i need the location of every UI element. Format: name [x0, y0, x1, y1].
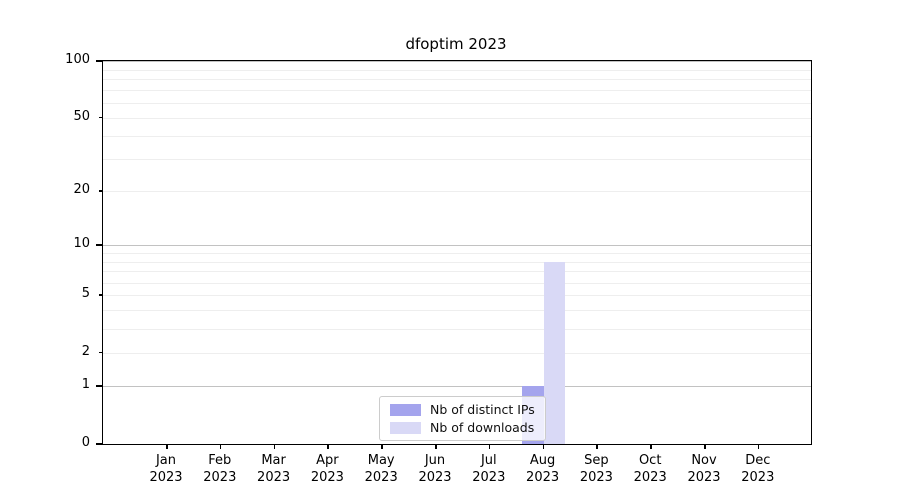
major-gridline	[103, 245, 811, 246]
bar-aug-downloads	[543, 261, 566, 444]
x-axis-tick	[273, 444, 276, 449]
y-tick-label: 2	[81, 343, 90, 359]
x-axis-tick	[757, 444, 760, 449]
major-gridline	[103, 386, 811, 388]
x-tick-label: Feb 2023	[203, 453, 237, 485]
minor-gridline	[103, 135, 811, 137]
y-tick-label: 0	[81, 435, 90, 450]
plot-area: Nb of distinct IPs Nb of downloads	[102, 60, 812, 445]
y-axis-tick	[98, 116, 102, 119]
y-tick-label: 100	[65, 52, 90, 67]
x-axis-tick	[327, 444, 329, 449]
x-axis-tick	[435, 444, 437, 449]
major-gridline	[103, 61, 811, 62]
x-tick-label: Mar 2023	[257, 453, 291, 485]
minor-gridline	[103, 117, 811, 119]
y-axis-tick	[96, 443, 102, 445]
y-tick-label: 50	[73, 108, 90, 124]
x-axis-tick	[219, 444, 222, 449]
x-axis-tick	[704, 444, 706, 449]
legend: Nb of distinct IPs Nb of downloads	[379, 396, 546, 441]
x-tick-label: Dec 2023	[741, 453, 775, 485]
x-tick-label: Apr 2023	[310, 453, 344, 485]
y-tick-label: 5	[81, 286, 90, 302]
minor-gridline	[103, 271, 811, 273]
minor-gridline	[103, 69, 811, 71]
minor-gridline	[103, 102, 811, 104]
chart-title: dfoptim 2023	[405, 35, 507, 53]
y-tick-label: 1	[81, 377, 90, 393]
legend-item-distinct-ips: Nb of distinct IPs	[390, 402, 535, 417]
x-axis-tick	[650, 444, 652, 449]
x-axis-tick	[381, 444, 383, 449]
x-tick-label: Oct 2023	[633, 453, 667, 485]
legend-item-downloads: Nb of downloads	[390, 420, 535, 435]
y-axis-tick	[98, 351, 102, 354]
y-axis-tick	[96, 385, 102, 387]
y-axis-tick	[98, 294, 102, 296]
minor-gridline	[103, 328, 811, 330]
y-axis-tick	[96, 244, 102, 246]
y-axis-tick	[96, 60, 102, 62]
x-axis-tick	[166, 444, 168, 449]
minor-gridline	[103, 295, 811, 297]
x-axis-tick	[542, 444, 545, 449]
minor-gridline	[103, 90, 811, 92]
x-tick-label: Aug 2023	[526, 453, 560, 485]
minor-gridline	[103, 79, 811, 81]
x-axis-tick	[488, 444, 491, 449]
x-axis-tick	[596, 444, 598, 449]
x-tick-label: Nov 2023	[687, 453, 721, 485]
y-tick-label: 10	[73, 236, 90, 251]
y-tick-label: 20	[73, 182, 90, 198]
x-tick-label: May 2023	[364, 453, 398, 485]
x-tick-label: Sep 2023	[579, 453, 613, 485]
minor-gridline	[103, 310, 811, 312]
legend-label-downloads: Nb of downloads	[430, 420, 535, 435]
minor-gridline	[103, 352, 811, 354]
x-tick-label: Jul 2023	[472, 453, 506, 485]
y-axis-tick	[98, 190, 102, 192]
legend-swatch-distinct-ips	[390, 403, 421, 416]
minor-gridline	[103, 252, 811, 254]
legend-swatch-downloads	[390, 421, 421, 434]
minor-gridline	[103, 191, 811, 193]
minor-gridline	[103, 159, 811, 161]
x-tick-label: Jan 2023	[149, 453, 183, 485]
x-tick-label: Jun 2023	[418, 453, 452, 485]
minor-gridline	[103, 282, 811, 284]
legend-label-distinct-ips: Nb of distinct IPs	[430, 402, 535, 417]
minor-gridline	[103, 261, 811, 263]
